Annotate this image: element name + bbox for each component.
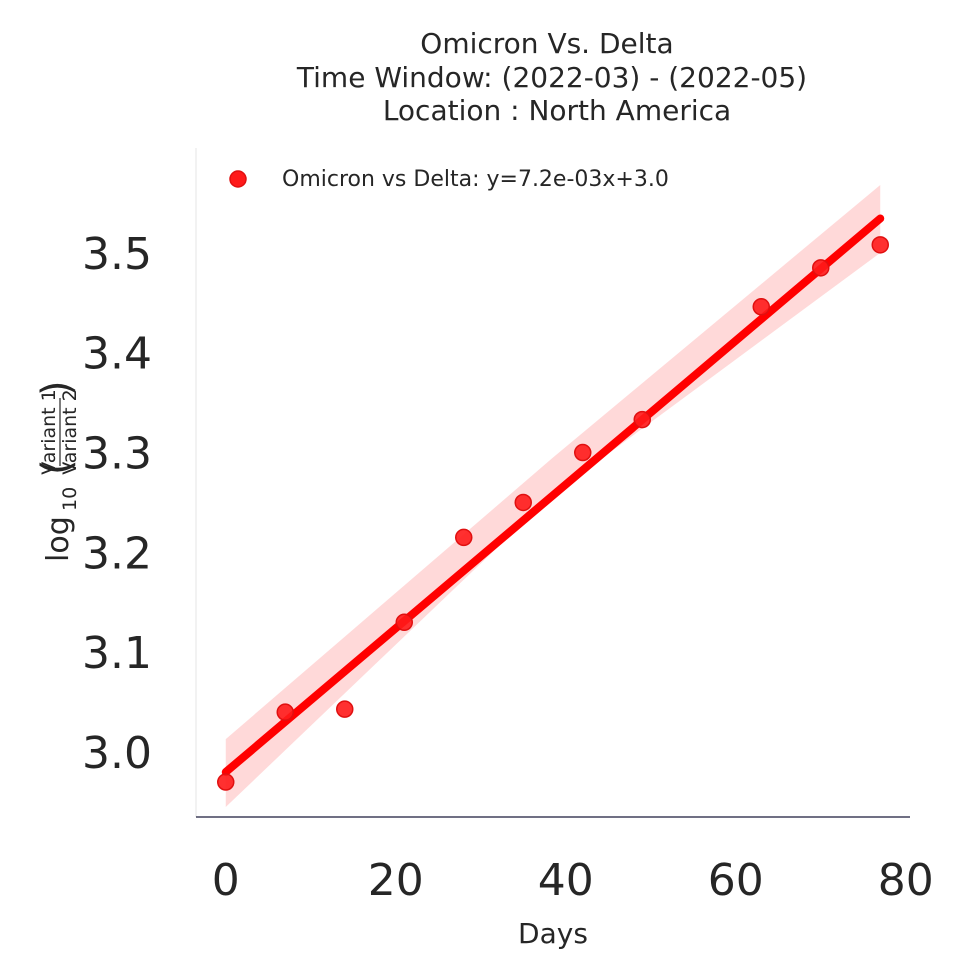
data-point xyxy=(812,259,830,277)
y-axis-label: log 10 ( Variant 1 Variant 2 ) xyxy=(34,380,81,562)
x-tick-label: 80 xyxy=(878,855,934,906)
data-point xyxy=(336,700,354,718)
y-axis-label-subscript: 10 xyxy=(59,487,81,511)
data-point xyxy=(871,236,889,254)
chart-title-line-1: Omicron Vs. Delta xyxy=(420,27,673,60)
legend: Omicron vs Delta: y=7.2e-03x+3.0 xyxy=(229,167,669,192)
y-axis-label-denominator: Variant 2 xyxy=(59,389,81,475)
x-tick-label: 60 xyxy=(708,855,764,906)
data-point xyxy=(395,613,413,632)
data-point xyxy=(276,703,294,721)
confidence-band-layer xyxy=(225,184,881,808)
data-point xyxy=(633,410,651,429)
x-tick-label: 0 xyxy=(212,855,240,906)
chart-title-line-2: Time Window: (2022-03) - (2022-05) xyxy=(296,61,807,94)
y-tick-label: 3.2 xyxy=(82,528,152,579)
y-axis-label-numerator: Variant 1 xyxy=(38,389,60,475)
y-axis-label-log: log xyxy=(41,516,76,562)
y-tick-labels: 3.0 3.1 3.2 3.3 3.4 3.5 xyxy=(82,229,152,779)
y-axis-label-close-paren: ) xyxy=(34,380,80,396)
data-point xyxy=(574,443,592,462)
data-point xyxy=(514,493,532,512)
legend-marker xyxy=(229,170,247,188)
x-axis-label: Days xyxy=(518,917,588,950)
x-tick-label: 40 xyxy=(538,855,594,906)
y-tick-label: 3.5 xyxy=(82,229,152,280)
chart-title-line-3: Location : North America xyxy=(383,94,731,127)
y-tick-label: 3.1 xyxy=(82,628,152,679)
scatter-points-layer xyxy=(217,236,889,791)
x-tick-labels: 0 20 40 60 80 xyxy=(212,855,934,906)
y-axis-label-open-paren: ( xyxy=(34,459,80,475)
fit-line-layer xyxy=(221,214,885,777)
data-point xyxy=(752,298,770,316)
x-tick-label: 20 xyxy=(368,855,424,906)
legend-label: Omicron vs Delta: y=7.2e-03x+3.0 xyxy=(282,167,669,192)
confidence-band xyxy=(225,184,881,808)
regression-line xyxy=(221,214,885,777)
y-tick-label: 3.4 xyxy=(82,329,152,380)
data-point xyxy=(455,528,473,547)
y-tick-label: 3.0 xyxy=(82,728,152,779)
data-point xyxy=(217,773,235,791)
y-tick-label: 3.3 xyxy=(82,429,152,480)
chart-title: Omicron Vs. Delta Time Window: (2022-03)… xyxy=(296,27,807,127)
